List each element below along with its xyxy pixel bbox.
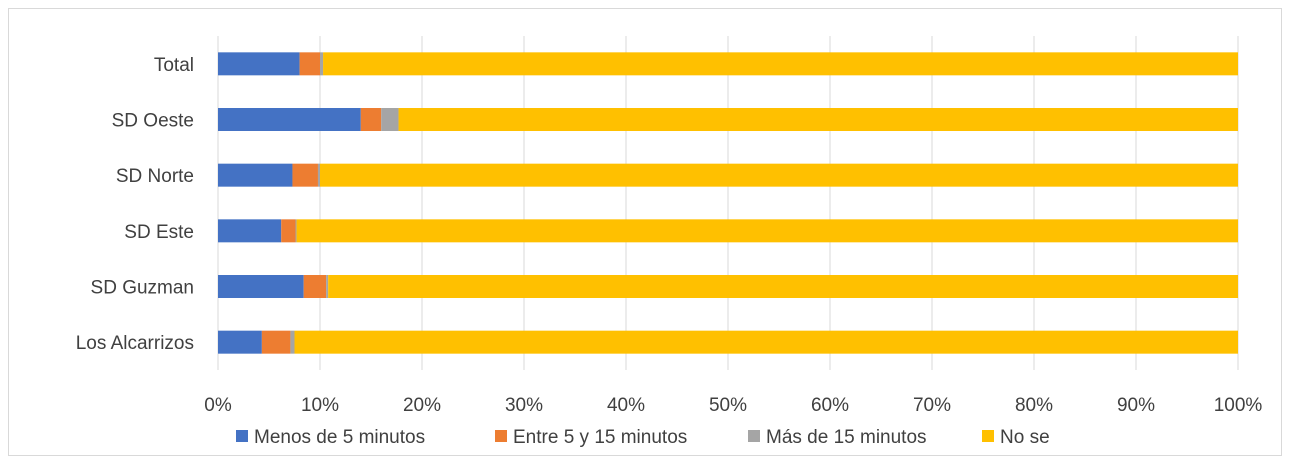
x-tick-label: 90% [1117,395,1155,416]
legend-swatch [495,430,507,442]
x-tick-label: 20% [403,395,441,416]
bar-segment [294,330,1238,354]
category-labels: Total SD Oeste SD Norte SD Este SD Guzman Los… [76,55,194,354]
bar-segment [299,52,320,76]
category-label: SD Este [124,222,194,243]
category-label: Total [154,55,194,76]
x-tick-label: 10% [301,395,339,416]
bar-segment [218,275,304,298]
legend-label: Más de 15 minutos [766,427,927,448]
bar-segment [290,330,295,354]
bar-segment [296,219,1238,243]
bar-segment [303,275,327,298]
bar-segment [218,163,293,187]
legend-swatch [748,430,760,442]
bar-segment [261,330,291,354]
bar-segment [320,163,1238,187]
bar-segment [323,52,1238,76]
x-tick-label: 80% [1015,395,1053,416]
bars [218,52,1238,354]
legend-label: Entre 5 y 15 minutos [513,427,687,448]
x-tick-label: 100% [1214,395,1263,416]
x-tick-labels: 0% 10% 20% 30% 40% 50% 60% 70% 80% 90% 100% [204,395,1262,416]
x-tick-label: 30% [505,395,543,416]
bar-segment [320,52,324,76]
bar-segment [381,108,399,131]
bar-segment [398,108,1238,131]
bar-segment [317,163,320,187]
legend-swatch [982,430,994,442]
bar-segment [326,275,329,298]
bar-segment [295,219,297,243]
x-tick-label: 0% [204,395,232,416]
bar-segment [360,108,382,131]
legend: Menos de 5 minutos Entre 5 y 15 minutos Má… [236,427,1050,448]
bar-segment [292,163,318,187]
legend-label: Menos de 5 minutos [254,427,425,448]
bar-segment [218,108,361,131]
bar-segment [281,219,296,243]
x-tick-label: 60% [811,395,849,416]
bar-segment [218,219,282,243]
legend-label: No se [1000,427,1050,448]
category-label: SD Oeste [112,111,194,132]
bar-segment [328,275,1238,298]
bar-segment [218,330,262,354]
category-label: SD Norte [116,166,194,187]
category-label: Los Alcarrizos [76,333,194,354]
gridlines [217,36,1239,370]
legend-swatch [236,430,248,442]
x-tick-label: 50% [709,395,747,416]
category-label: SD Guzman [91,278,194,299]
bar-segment [218,52,300,76]
x-tick-label: 70% [913,395,951,416]
x-tick-label: 40% [607,395,645,416]
